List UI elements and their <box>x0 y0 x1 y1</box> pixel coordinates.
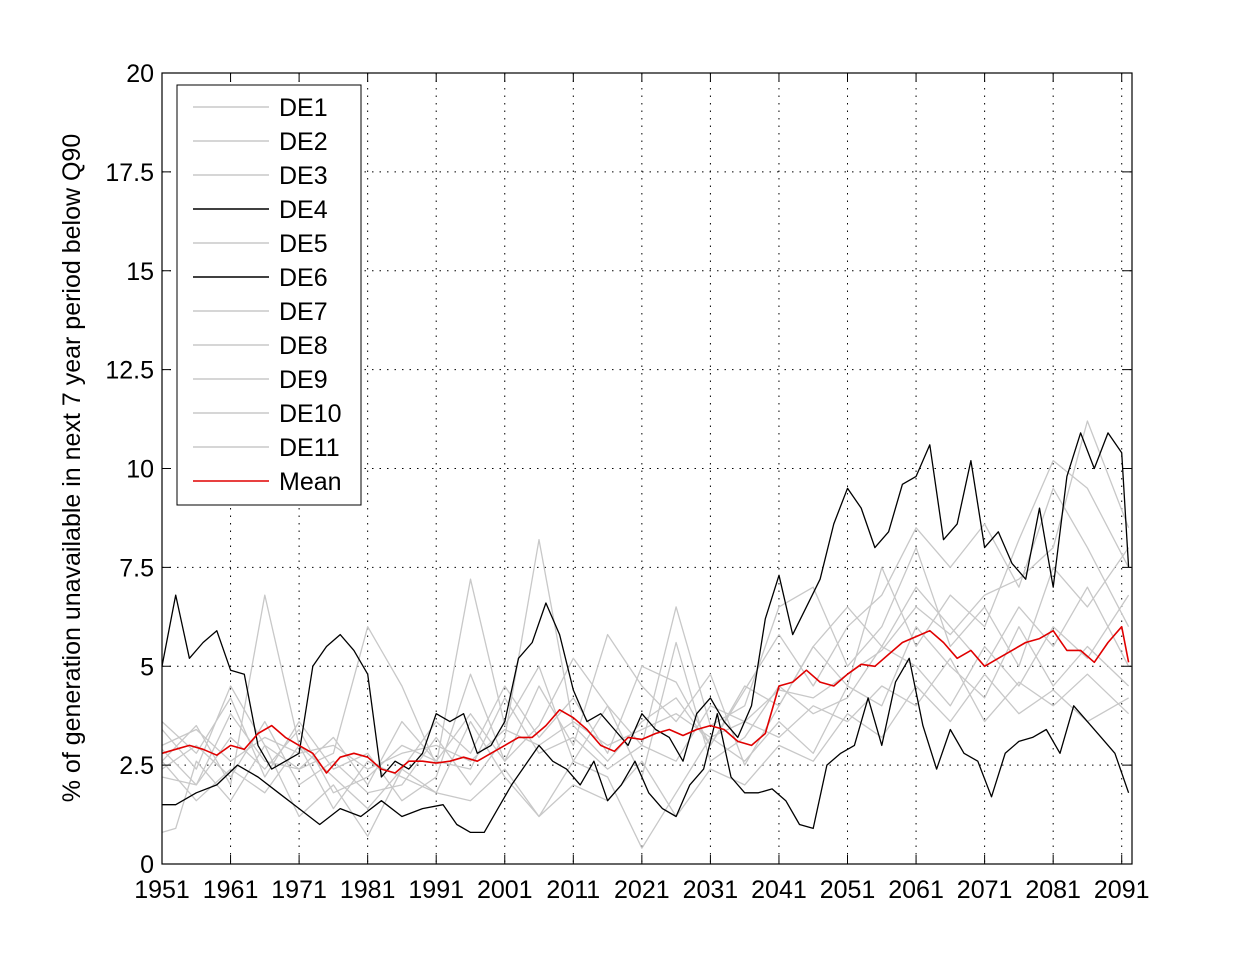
y-axis-title: % of generation unavailable in next 7 ye… <box>58 134 86 803</box>
legend-label-de2: DE2 <box>279 128 328 156</box>
series-line-de6 <box>161 432 1130 778</box>
series-layer <box>161 420 1130 849</box>
legend-label-de8: DE8 <box>279 332 328 360</box>
legend-label-de10: DE10 <box>279 400 342 428</box>
x-tick-label: 2021 <box>614 876 670 904</box>
legend-label-de3: DE3 <box>279 162 328 190</box>
series-line-de5 <box>161 459 1130 794</box>
x-tick-label: 1991 <box>408 876 464 904</box>
y-tick-label: 12.5 <box>105 357 154 385</box>
y-axis-tick-labels: 0 2.5 5 7.5 10 12.5 15 17.5 20 <box>105 60 154 879</box>
y-tick-label: 7.5 <box>119 554 154 582</box>
x-tick-label: 2061 <box>888 876 944 904</box>
x-tick-label: 1961 <box>203 876 259 904</box>
x-tick-label: 2081 <box>1025 876 1081 904</box>
legend-label-de4: DE4 <box>279 196 328 224</box>
y-tick-label: 0 <box>140 851 154 879</box>
y-tick-label: 10 <box>126 456 154 484</box>
x-tick-label: 2011 <box>546 876 600 904</box>
x-tick-label: 2091 <box>1094 876 1150 904</box>
y-tick-label: 17.5 <box>105 159 154 187</box>
legend-label-de5: DE5 <box>279 230 328 258</box>
legend-label-mean: Mean <box>279 468 342 496</box>
x-tick-label: 2051 <box>820 876 876 904</box>
x-tick-label: 2001 <box>477 876 533 904</box>
x-tick-label: 2031 <box>683 876 739 904</box>
legend-label-de9: DE9 <box>279 366 328 394</box>
legend-box <box>176 84 362 506</box>
y-tick-label: 15 <box>126 258 154 286</box>
legend-label-de6: DE6 <box>279 264 328 292</box>
x-tick-label: 1981 <box>340 876 396 904</box>
legend-label-de11: DE11 <box>279 434 340 462</box>
x-tick-label: 1971 <box>271 876 327 904</box>
series-line-de11 <box>161 420 1130 770</box>
x-tick-label: 2041 <box>751 876 807 904</box>
legend-label-de7: DE7 <box>279 298 328 326</box>
axis-ticks <box>161 72 1132 865</box>
x-tick-label: 1951 <box>134 876 190 904</box>
series-line-de10 <box>161 673 1129 818</box>
legend: DE1 DE2 DE3 DE4 DE5 DE6 DE7 DE8 DE9 DE10 DE11 Mean <box>176 84 362 506</box>
y-tick-label: 5 <box>140 653 154 681</box>
series-line-mean <box>161 625 1130 774</box>
series-line-de4 <box>162 657 1130 834</box>
y-tick-label: 2.5 <box>119 752 154 780</box>
x-tick-label: 2071 <box>957 876 1013 904</box>
legend-label-de1: DE1 <box>279 94 328 122</box>
x-axis-tick-labels: 1951 1961 1971 1981 1991 2001 2011 2021 2031 2041… <box>134 876 1149 904</box>
y-tick-label: 20 <box>126 60 154 88</box>
series-line-de3 <box>161 586 1130 794</box>
